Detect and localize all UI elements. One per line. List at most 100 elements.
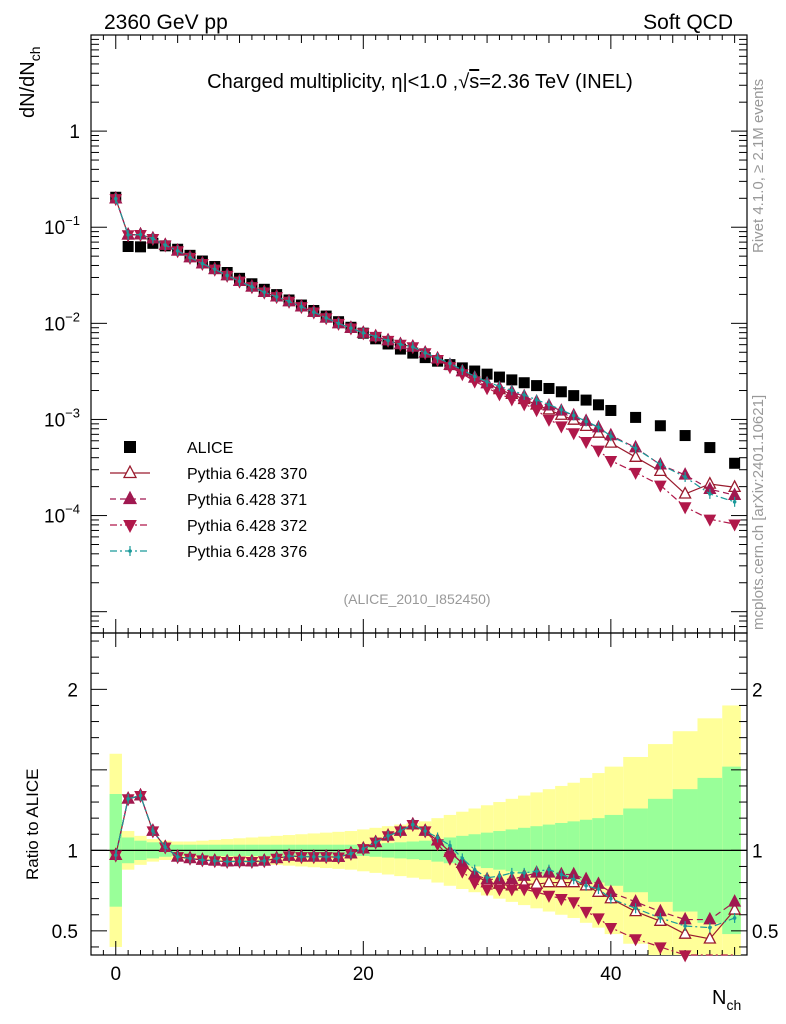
point-dot xyxy=(163,243,168,247)
series-pythia-6-428-376 xyxy=(113,193,737,507)
point-dot xyxy=(559,872,564,877)
y-tick-label: 1 xyxy=(69,122,80,143)
ratio-y-tick-label-right: 2 xyxy=(752,680,763,701)
point-dot xyxy=(435,835,440,840)
data-point xyxy=(151,233,155,244)
point-dot xyxy=(299,854,304,859)
point-dot xyxy=(571,877,576,882)
point-dot xyxy=(311,310,316,314)
data-point xyxy=(732,912,737,923)
data-point xyxy=(559,869,564,880)
data-point xyxy=(200,855,205,866)
data-point xyxy=(704,442,716,454)
legend-label: Pythia 6.428 372 xyxy=(187,518,307,535)
data-point xyxy=(361,843,366,854)
point-dot xyxy=(361,331,366,335)
point-dot xyxy=(547,402,551,407)
point-dot xyxy=(534,398,539,402)
data-point xyxy=(629,934,642,947)
point-dot xyxy=(460,856,465,861)
data-point xyxy=(522,389,527,400)
point-dot xyxy=(658,916,663,920)
data-point xyxy=(729,457,741,469)
data-point xyxy=(732,496,737,507)
data-point xyxy=(361,327,366,338)
data-point xyxy=(122,464,138,479)
point-dot xyxy=(596,887,601,891)
point-dot xyxy=(262,859,267,863)
legend-item: ALICE xyxy=(124,440,233,457)
main-series-group xyxy=(109,190,742,532)
legend: ALICE Pythia 6.428 370 Pythia 6.428 371 Pyt… xyxy=(110,440,307,561)
data-point xyxy=(579,906,593,919)
data-point xyxy=(122,241,134,253)
point-dot xyxy=(683,924,687,928)
data-point xyxy=(658,912,663,923)
point-dot xyxy=(386,834,390,838)
main-y-axis-label: dN/dNch xyxy=(17,47,43,119)
data-point xyxy=(629,449,643,462)
data-point xyxy=(630,411,642,423)
data-point xyxy=(518,377,530,389)
x-tick-label: 40 xyxy=(600,964,621,985)
data-point xyxy=(683,471,687,482)
data-point xyxy=(571,410,576,421)
data-point xyxy=(212,855,217,866)
mcplots-label: mcplots.cern.ch [arXiv:2401.10621] xyxy=(750,395,767,630)
data-point xyxy=(555,421,568,434)
point-dot xyxy=(274,856,279,861)
data-point xyxy=(497,381,502,392)
data-point xyxy=(708,922,712,933)
data-point xyxy=(654,420,666,432)
data-point xyxy=(592,445,605,458)
data-point xyxy=(708,488,712,499)
ratio-line xyxy=(115,794,735,929)
data-point xyxy=(554,874,568,888)
point-dot xyxy=(336,321,341,326)
point-dot xyxy=(262,290,267,294)
data-point xyxy=(225,270,229,281)
data-point xyxy=(633,443,638,454)
point-dot xyxy=(138,232,143,237)
data-point xyxy=(411,341,415,352)
point-dot xyxy=(411,822,415,827)
analysis-watermark: (ALICE_2010_I852450) xyxy=(343,591,490,607)
data-point xyxy=(480,884,494,897)
point-dot xyxy=(324,316,328,320)
data-point xyxy=(510,867,514,878)
data-point xyxy=(534,394,539,405)
point-dot xyxy=(151,236,155,241)
data-point xyxy=(485,376,489,387)
point-dot xyxy=(113,853,118,857)
data-point xyxy=(113,193,118,204)
data-point xyxy=(543,382,555,394)
point-dot xyxy=(448,843,452,848)
data-point xyxy=(604,455,618,469)
point-dot xyxy=(386,338,390,343)
data-point xyxy=(542,890,556,903)
point-dot xyxy=(398,342,403,347)
ratio-uncertainty-bands xyxy=(91,705,747,955)
point-dot xyxy=(188,856,192,861)
point-dot xyxy=(448,361,452,366)
legend-label: ALICE xyxy=(187,440,233,457)
data-point xyxy=(604,435,618,448)
data-point xyxy=(311,307,316,318)
point-dot xyxy=(237,279,242,284)
ratio-y-tick-label: 0.5 xyxy=(52,922,78,943)
point-dot xyxy=(732,916,737,920)
point-dot xyxy=(163,845,168,849)
point-dot xyxy=(349,851,353,856)
ratio-y-tick-label-right: 1 xyxy=(752,841,763,862)
data-point xyxy=(373,837,378,848)
data-point xyxy=(311,851,316,862)
point-dot xyxy=(472,867,477,872)
point-dot xyxy=(373,840,378,845)
data-point xyxy=(128,546,132,556)
point-dot xyxy=(287,299,291,304)
x-axis-label: Nch xyxy=(712,987,741,1013)
data-point xyxy=(555,386,567,398)
data-point xyxy=(398,826,403,837)
point-dot xyxy=(584,419,588,424)
data-point xyxy=(324,851,328,862)
